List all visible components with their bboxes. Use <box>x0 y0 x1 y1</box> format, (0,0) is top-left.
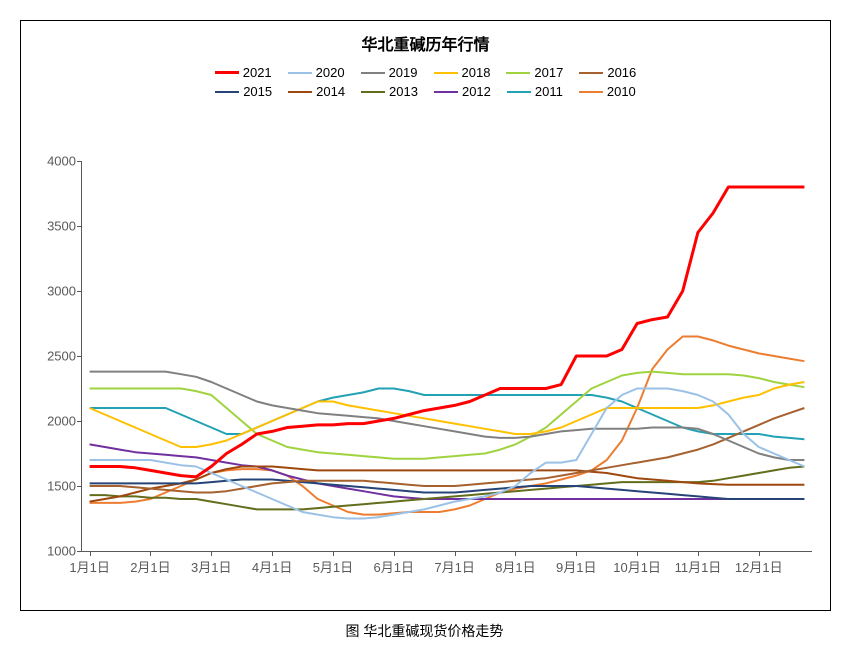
series-line-2021 <box>90 187 805 477</box>
chart-container: 华北重碱历年行情 2021 2020 2019 2018 2017 2016 2015 201… <box>20 20 831 611</box>
legend-item-2010: 2010 <box>579 84 636 99</box>
legend-label: 2014 <box>316 84 345 99</box>
legend-item-2019: 2019 <box>361 65 418 80</box>
legend-item-2011: 2011 <box>507 84 563 99</box>
legend-label: 2016 <box>607 65 636 80</box>
chart-caption: 图 华北重碱现货价格走势 <box>20 621 829 641</box>
legend-label: 2015 <box>243 84 272 99</box>
legend-label: 2020 <box>316 65 345 80</box>
legend-label: 2013 <box>389 84 418 99</box>
line-series-svg <box>82 161 812 551</box>
legend-label: 2018 <box>462 65 491 80</box>
legend-item-2015: 2015 <box>215 84 272 99</box>
series-line-2011 <box>90 389 805 440</box>
legend-item-2014: 2014 <box>288 84 345 99</box>
legend-label: 2012 <box>462 84 491 99</box>
legend-label: 2011 <box>535 84 563 99</box>
legend-label: 2019 <box>389 65 418 80</box>
series-line-2012 <box>90 444 805 499</box>
legend-item-2017: 2017 <box>506 65 563 80</box>
legend-item-2018: 2018 <box>434 65 491 80</box>
series-line-2017 <box>90 372 805 459</box>
legend-label: 2017 <box>534 65 563 80</box>
legend-label: 2021 <box>243 65 272 80</box>
legend-item-2012: 2012 <box>434 84 491 99</box>
legend-label: 2010 <box>607 84 636 99</box>
legend-item-2020: 2020 <box>288 65 345 80</box>
plot-area: 10001500200025003000350040001月1日2月1日3月1日… <box>81 161 812 552</box>
legend: 2021 2020 2019 2018 2017 2016 2015 2014 2013 2012… <box>21 55 830 109</box>
legend-item-2021: 2021 <box>215 65 272 80</box>
chart-title: 华北重碱历年行情 <box>21 21 830 55</box>
legend-item-2016: 2016 <box>579 65 636 80</box>
legend-item-2013: 2013 <box>361 84 418 99</box>
series-line-2010 <box>90 337 805 515</box>
